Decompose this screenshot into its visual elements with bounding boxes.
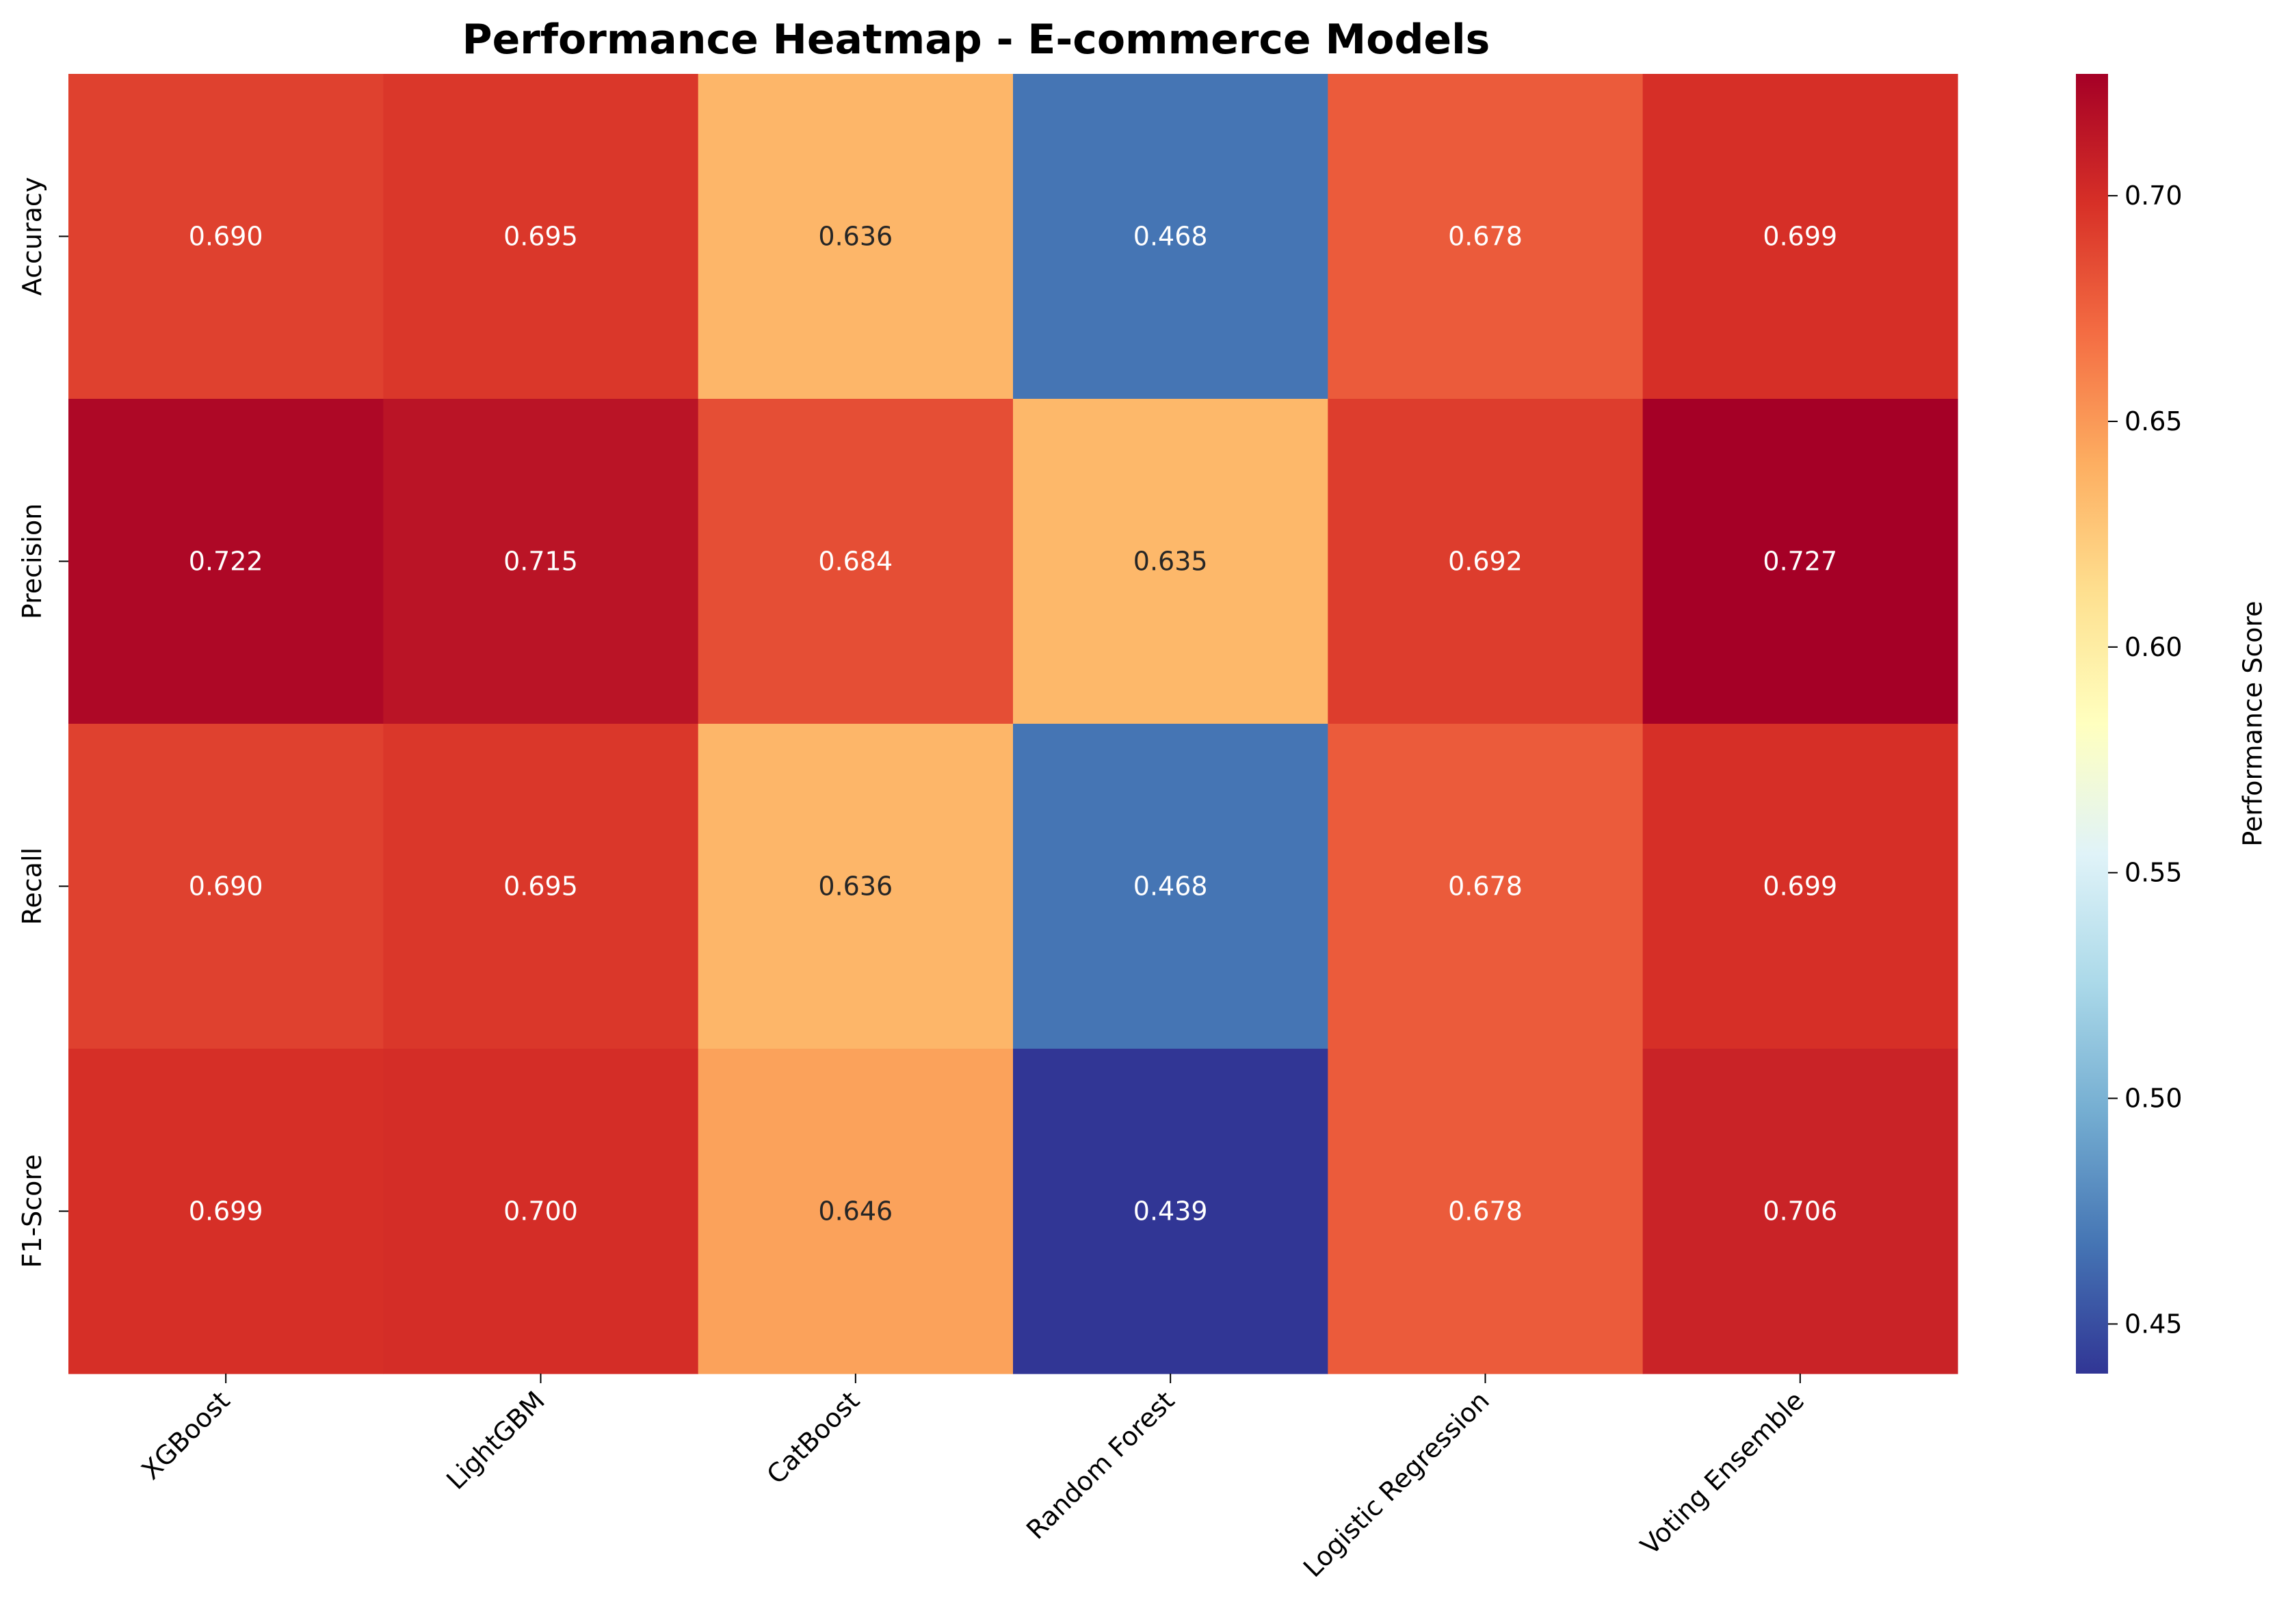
y-tick-label: F1-Score	[17, 1154, 47, 1268]
heatmap-cell	[1328, 399, 1644, 724]
colorbar-ticks: 0.45 0.50 0.55 0.60 0.65 0.70	[2108, 181, 2183, 1339]
cell-value-label: 0.690	[189, 872, 263, 902]
colorbar-tick-label: 0.50	[2124, 1084, 2183, 1114]
cell-value-label: 0.468	[1133, 222, 1208, 252]
cell-value-label: 0.706	[1763, 1196, 1837, 1227]
cell-value-label: 0.699	[1763, 222, 1837, 252]
heatmap-cells: 0.690 0.695 0.636 0.468 0.678 0.699 0.722 0.715…	[68, 74, 1958, 1374]
cell-value-label: 0.700	[503, 1196, 578, 1227]
heatmap-cell	[698, 399, 1014, 724]
colorbar-tick-label: 0.55	[2124, 858, 2183, 888]
heatmap-cell	[1642, 1049, 1958, 1374]
heatmap-cell	[1328, 74, 1644, 400]
heatmap-cell	[1013, 724, 1328, 1049]
heatmap-cell	[1642, 724, 1958, 1049]
x-tick-label: Logistic Regression	[1298, 1385, 1495, 1583]
cell-value-label: 0.695	[503, 872, 578, 902]
y-axis: Accuracy Precision Recall F1-Score	[17, 177, 68, 1268]
x-tick-label: LightGBM	[440, 1385, 551, 1495]
heatmap-cell	[1328, 724, 1644, 1049]
colorbar-gradient	[2076, 74, 2108, 1374]
cell-value-label: 0.722	[189, 547, 263, 577]
cell-value-label: 0.699	[189, 1196, 263, 1227]
heatmap-cell	[1013, 74, 1328, 400]
x-tick-label: Voting Ensemble	[1635, 1385, 1810, 1560]
cell-value-label: 0.468	[1133, 872, 1208, 902]
colorbar-tick-label: 0.70	[2124, 181, 2183, 211]
colorbar-tick-label: 0.45	[2124, 1309, 2183, 1339]
y-tick-label: Recall	[17, 848, 47, 925]
cell-value-label: 0.678	[1448, 222, 1523, 252]
cell-value-label: 0.695	[503, 222, 578, 252]
heatmap-cell	[68, 399, 384, 724]
heatmap-cell	[1013, 1049, 1328, 1374]
cell-value-label: 0.692	[1448, 547, 1523, 577]
heatmap-cell	[383, 1049, 699, 1374]
heatmap-cell	[698, 1049, 1014, 1374]
cell-value-label: 0.678	[1448, 872, 1523, 902]
heatmap-cell	[698, 74, 1014, 400]
colorbar-label: Performance Score	[2238, 601, 2268, 846]
y-tick-label: Accuracy	[17, 177, 47, 296]
cell-value-label: 0.690	[189, 222, 263, 252]
x-tick-label: Random Forest	[1021, 1385, 1180, 1545]
heatmap-cell	[68, 1049, 384, 1374]
chart-title: Performance Heatmap - E-commerce Models	[462, 16, 1490, 64]
colorbar-tick-label: 0.60	[2124, 632, 2183, 662]
heatmap-cell	[1328, 1049, 1644, 1374]
colorbar-tick-label: 0.65	[2124, 406, 2183, 436]
x-tick-label: CatBoost	[761, 1385, 865, 1490]
cell-value-label: 0.646	[818, 1196, 893, 1227]
cell-value-label: 0.635	[1133, 547, 1208, 577]
heatmap-cell	[68, 74, 384, 400]
cell-value-label: 0.439	[1133, 1196, 1208, 1227]
colorbar: 0.45 0.50 0.55 0.60 0.65 0.70 Performance Sco…	[2076, 74, 2268, 1374]
cell-value-label: 0.727	[1763, 547, 1837, 577]
x-tick-label: XGBoost	[135, 1385, 235, 1485]
cell-value-label: 0.678	[1448, 1196, 1523, 1227]
cell-value-label: 0.684	[818, 547, 893, 577]
heatmap-cell	[1642, 74, 1958, 400]
heatmap-cell	[698, 724, 1014, 1049]
heatmap-cell	[1013, 399, 1328, 724]
y-tick-label: Precision	[17, 503, 47, 620]
heatmap-cell	[383, 399, 699, 724]
heatmap-cell	[383, 724, 699, 1049]
heatmap-cell	[383, 74, 699, 400]
x-axis: XGBoost LightGBM CatBoost Random Forest Logi…	[135, 1374, 1810, 1583]
cell-value-label: 0.715	[503, 547, 578, 577]
cell-value-label: 0.699	[1763, 872, 1837, 902]
heatmap-cell	[1642, 399, 1958, 724]
heatmap-cell	[68, 724, 384, 1049]
cell-value-label: 0.636	[818, 222, 893, 252]
cell-value-label: 0.636	[818, 872, 893, 902]
